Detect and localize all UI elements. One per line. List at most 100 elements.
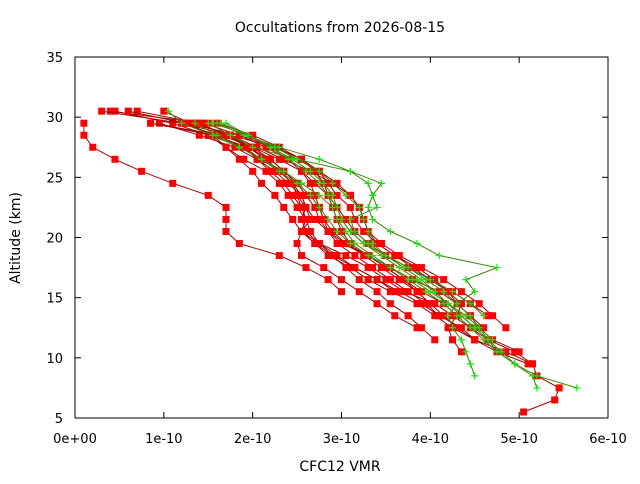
data-point	[275, 179, 283, 187]
data-point	[262, 167, 270, 175]
data-point	[413, 300, 421, 308]
data-point	[462, 312, 470, 320]
data-point	[551, 396, 559, 404]
data-point	[528, 360, 536, 368]
data-point	[306, 227, 314, 235]
data-point	[271, 167, 279, 175]
data-point	[351, 215, 359, 223]
data-point	[373, 276, 381, 284]
data-point	[160, 107, 168, 115]
data-point	[351, 252, 359, 260]
data-point	[449, 312, 457, 320]
data-point	[329, 179, 337, 187]
data-point	[315, 191, 323, 199]
data-point	[298, 155, 306, 163]
data-point	[351, 227, 359, 235]
x-tick-label: 5e-10	[500, 432, 538, 447]
data-point	[302, 227, 310, 235]
data-point	[302, 264, 310, 272]
data-point	[417, 264, 425, 272]
data-point	[386, 227, 394, 235]
green-series-21	[213, 119, 488, 320]
chart-title: Occultations from 2026-08-15	[235, 20, 445, 36]
data-point	[395, 252, 403, 260]
data-point	[426, 276, 434, 284]
data-point	[364, 264, 372, 272]
ticks-layer: 0e+00 1e-10 2e-10 3e-10 4e-10 5e-10 6e-10 5 10 15…	[46, 51, 626, 447]
data-point	[311, 215, 319, 223]
data-point	[320, 264, 328, 272]
data-point	[480, 312, 488, 320]
data-point	[235, 131, 243, 139]
data-point	[533, 372, 541, 380]
data-point	[275, 155, 283, 163]
data-point	[329, 227, 337, 235]
data-point	[209, 119, 217, 127]
data-point	[444, 300, 452, 308]
data-point	[222, 215, 230, 223]
data-point	[484, 312, 492, 320]
data-point	[391, 288, 399, 296]
data-point	[138, 167, 146, 175]
data-point	[435, 312, 443, 320]
data-point	[386, 276, 394, 284]
data-point	[298, 227, 306, 235]
data-point	[373, 203, 381, 211]
data-point	[355, 276, 363, 284]
data-point	[235, 143, 243, 151]
data-point	[311, 167, 319, 175]
data-point	[320, 215, 328, 223]
data-point	[311, 203, 319, 211]
data-point	[369, 240, 377, 248]
data-point	[284, 179, 292, 187]
data-point	[89, 143, 97, 151]
data-point	[302, 203, 310, 211]
data-point	[449, 288, 457, 296]
data-point	[258, 179, 266, 187]
data-point	[382, 276, 390, 284]
data-point	[191, 119, 199, 127]
data-point	[346, 167, 354, 175]
red-series-14	[80, 119, 345, 296]
data-point	[413, 324, 421, 332]
data-point	[369, 264, 377, 272]
data-point	[338, 227, 345, 235]
data-point	[235, 240, 243, 248]
data-point	[231, 143, 239, 151]
data-point	[573, 384, 581, 392]
data-point	[298, 167, 306, 175]
data-point	[515, 348, 523, 356]
data-point	[222, 203, 230, 211]
data-point	[457, 348, 465, 356]
data-point	[311, 191, 319, 199]
y-tick-label: 10	[46, 352, 63, 367]
data-point	[360, 252, 368, 260]
data-point	[457, 300, 465, 308]
data-point	[289, 191, 297, 199]
x-tick-label: 3e-10	[323, 432, 361, 447]
data-point	[222, 131, 230, 139]
data-point	[315, 215, 323, 223]
data-point	[382, 252, 390, 260]
data-point	[471, 372, 479, 380]
data-point	[311, 240, 319, 248]
data-point	[195, 131, 203, 139]
data-point	[395, 288, 403, 296]
data-point	[338, 240, 345, 248]
data-point	[338, 276, 345, 284]
data-point	[218, 131, 226, 139]
data-point	[395, 276, 403, 284]
data-point	[306, 179, 314, 187]
series-line	[128, 110, 396, 293]
data-point	[466, 300, 474, 308]
data-point	[244, 131, 252, 139]
data-point	[391, 252, 399, 260]
data-point	[324, 276, 332, 284]
data-point	[333, 179, 341, 187]
data-point	[435, 288, 443, 296]
data-point	[315, 155, 323, 163]
data-point	[209, 131, 217, 139]
series-line	[208, 122, 499, 377]
data-point	[364, 203, 372, 211]
data-point	[466, 360, 474, 368]
